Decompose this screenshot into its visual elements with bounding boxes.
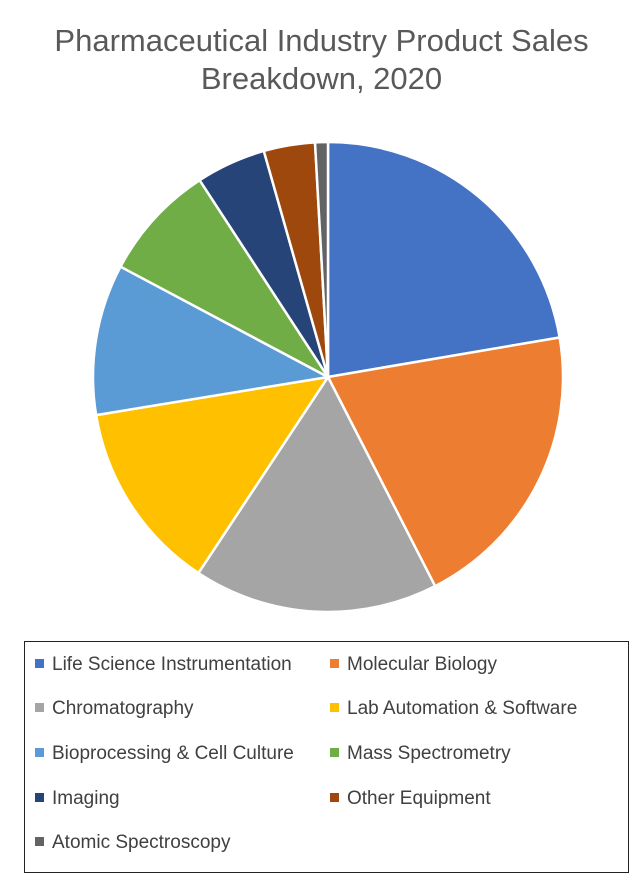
chart-title-line-2: Breakdown, 2020 <box>200 61 443 96</box>
legend: Life Science Instrumentation Molecular Bi… <box>24 641 629 873</box>
legend-item-imaging: Imaging <box>35 788 120 810</box>
legend-item-bioprocessing-cell-culture: Bioprocessing & Cell Culture <box>35 743 294 765</box>
pie-slice-life-science-instrumentation <box>326 140 561 379</box>
chart-title: Pharmaceutical Industry Product Sales Br… <box>0 22 643 98</box>
legend-label: Imaging <box>52 788 120 809</box>
legend-label: Life Science Instrumentation <box>52 654 292 675</box>
legend-swatch <box>35 703 44 712</box>
legend-label: Mass Spectrometry <box>347 743 511 764</box>
legend-label: Bioprocessing & Cell Culture <box>52 743 294 764</box>
pie-slice-molecular-biology <box>326 336 565 588</box>
legend-item-mass-spectrometry: Mass Spectrometry <box>330 743 511 765</box>
legend-swatch <box>330 793 339 802</box>
pie-slice-mass-spectrometry <box>119 178 330 379</box>
legend-swatch <box>35 748 44 757</box>
pie-chart <box>91 140 565 614</box>
legend-swatch <box>330 748 339 757</box>
legend-label: Atomic Spectroscopy <box>52 832 231 853</box>
legend-swatch <box>330 703 339 712</box>
pie-slice-bioprocessing-cell-culture <box>91 265 330 417</box>
pie-slice-lab-automation-software <box>94 375 330 575</box>
legend-label: Other Equipment <box>347 788 491 809</box>
legend-item-chromatography: Chromatography <box>35 698 194 720</box>
legend-item-molecular-biology: Molecular Biology <box>330 654 497 676</box>
pie-slice-chromatography <box>197 375 437 614</box>
legend-item-life-science-instrumentation: Life Science Instrumentation <box>35 654 292 676</box>
legend-item-atomic-spectroscopy: Atomic Spectroscopy <box>35 832 230 854</box>
legend-swatch <box>35 837 44 846</box>
legend-item-other-equipment: Other Equipment <box>330 788 491 810</box>
legend-swatch <box>330 659 339 668</box>
legend-swatch <box>35 659 44 668</box>
pie-slice-atomic-spectroscopy <box>313 140 330 379</box>
legend-item-lab-automation-software: Lab Automation & Software <box>330 698 577 720</box>
legend-label: Chromatography <box>52 698 194 719</box>
legend-label: Molecular Biology <box>347 654 497 675</box>
legend-swatch <box>35 793 44 802</box>
chart-title-line-1: Pharmaceutical Industry Product Sales <box>54 23 589 58</box>
legend-label: Lab Automation & Software <box>347 698 578 719</box>
